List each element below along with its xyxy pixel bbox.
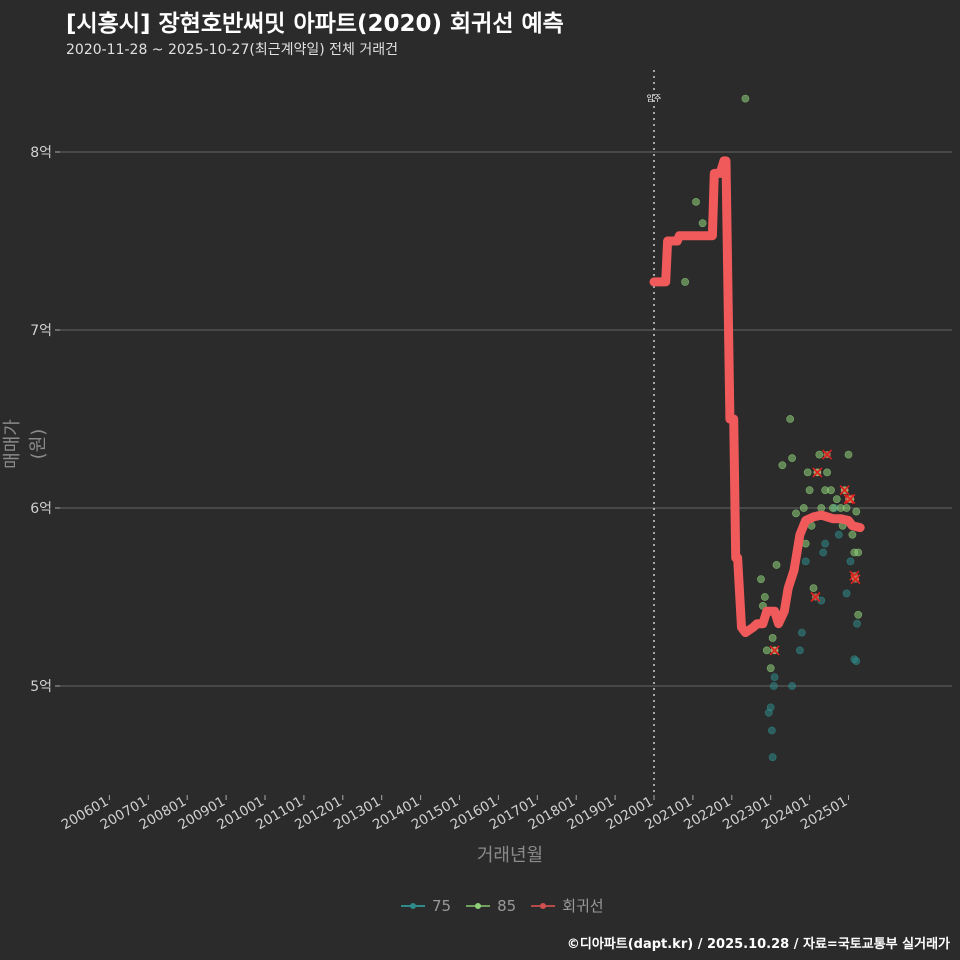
legend-label-regression: 회귀선	[562, 897, 604, 915]
svg-text:6억: 6억	[30, 501, 52, 517]
legend-label-85: 85	[497, 896, 517, 915]
source-caption: ©디아파트(dapt.kr) / 2025.10.28 / 자료=국토교통부 실…	[566, 937, 950, 952]
y-axis-ticks: 8억 7억 6억 5억	[30, 145, 60, 695]
y-axis-title: 매매가(원)	[2, 419, 49, 469]
legend-key-75-icon	[401, 902, 425, 909]
legend-label-75: 75	[432, 896, 452, 915]
svg-text:8억: 8억	[30, 145, 52, 161]
legend-item-75[interactable]: 75	[400, 897, 451, 915]
legend-key-85-icon	[466, 902, 491, 909]
svg-text:입주: 입주	[647, 94, 662, 103]
chart-subtitle: 2020-11-28 ~ 2025-10-27(최근계약일) 전체 거래건	[66, 42, 398, 58]
svg-text:5억: 5억	[30, 679, 52, 695]
x-axis-ticks: 2006012007012008012009012010012011012012…	[59, 794, 851, 834]
outlier-markers	[769, 449, 861, 656]
legend-key-regression-icon	[531, 902, 556, 909]
legend: 75 85 회귀선	[400, 895, 604, 916]
svg-text:7억: 7억	[30, 323, 52, 339]
regression-line	[649, 156, 865, 638]
move-in-annotation: 입주	[647, 70, 662, 795]
scatter-points	[681, 94, 863, 762]
chart-title: [시흥시] 장현호반써밋 아파트(2020) 회귀선 예측	[66, 11, 564, 37]
legend-item-85[interactable]: 85	[465, 897, 516, 915]
x-axis-title: 거래년월	[476, 845, 544, 866]
legend-item-regression[interactable]: 회귀선	[530, 895, 604, 916]
gridlines	[60, 151, 952, 687]
